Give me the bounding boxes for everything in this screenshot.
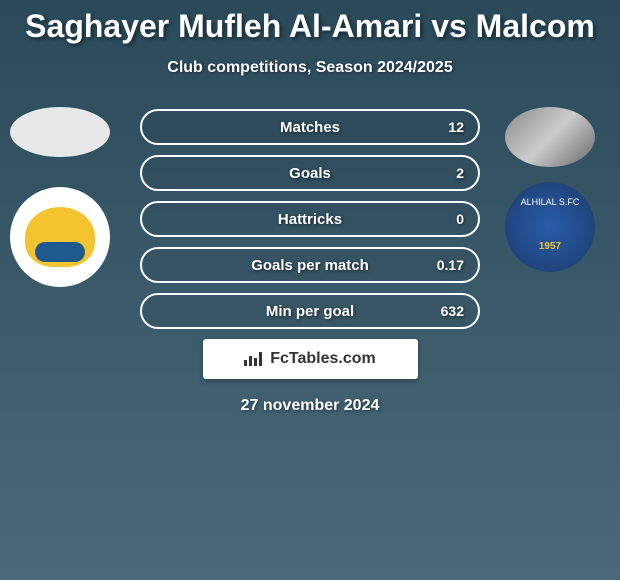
player-left-column (10, 107, 110, 287)
stat-row-matches: Matches 12 (140, 109, 480, 145)
stat-value-right: 0.17 (437, 257, 464, 273)
stat-value-right: 0 (456, 211, 464, 227)
stat-label: Goals (289, 165, 331, 182)
stats-container: Matches 12 Goals 2 Hattricks 0 Goals per… (140, 107, 480, 329)
club-left-emblem (25, 207, 95, 267)
player-right-club-logo: ALHILAL S.FC 1957 (505, 182, 595, 272)
stat-label: Matches (280, 119, 340, 136)
stat-label: Goals per match (251, 257, 369, 274)
branding-text: FcTables.com (270, 350, 376, 368)
player-left-avatar (10, 107, 110, 157)
club-right-year: 1957 (505, 241, 595, 252)
stat-row-min-per-goal: Min per goal 632 (140, 293, 480, 329)
player-left-club-logo (10, 187, 110, 287)
stat-row-hattricks: Hattricks 0 (140, 201, 480, 237)
stat-value-right: 2 (456, 165, 464, 181)
stat-value-right: 12 (448, 119, 464, 135)
player-right-avatar (505, 107, 595, 167)
stat-label: Min per goal (266, 303, 354, 320)
stat-row-goals-per-match: Goals per match 0.17 (140, 247, 480, 283)
club-right-name: ALHILAL S.FC (505, 197, 595, 207)
player-right-column: ALHILAL S.FC 1957 (500, 107, 600, 272)
main-comparison-area: ALHILAL S.FC 1957 Matches 12 Goals 2 Hat… (0, 107, 620, 415)
date-text: 27 november 2024 (0, 397, 620, 415)
stat-label: Hattricks (278, 211, 342, 228)
stat-row-goals: Goals 2 (140, 155, 480, 191)
page-title: Saghayer Mufleh Al-Amari vs Malcom (0, 0, 620, 45)
branding-badge: FcTables.com (203, 339, 418, 379)
page-subtitle: Club competitions, Season 2024/2025 (0, 59, 620, 77)
stat-value-right: 632 (441, 303, 464, 319)
branding-chart-icon (244, 352, 264, 366)
